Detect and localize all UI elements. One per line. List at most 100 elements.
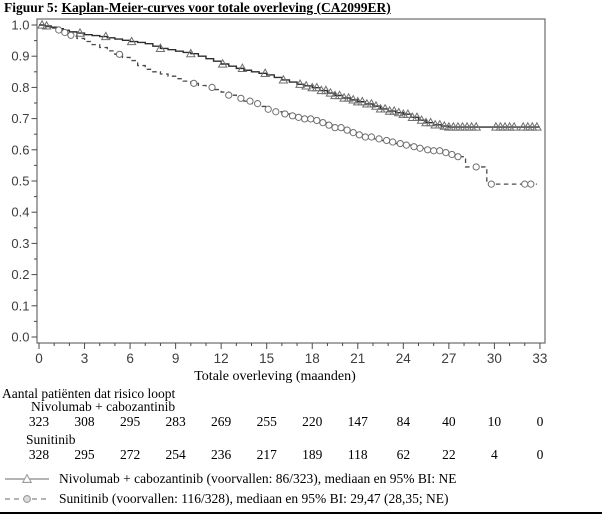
x-tick-label: 12 (214, 351, 229, 366)
censor-circle-icon (253, 100, 262, 108)
censor-circle-icon (383, 136, 391, 145)
figure-title: Figuur 5: Kaplan-Meier-curves voor total… (4, 0, 391, 16)
censor-triangle-icon (439, 120, 450, 130)
risk-count: 147 (347, 414, 368, 429)
x-tick-label: 24 (396, 351, 412, 366)
censor-triangle-icon (389, 105, 400, 115)
censor-triangle-icon (393, 107, 404, 117)
y-tick-label: 0.7 (11, 111, 29, 126)
censor-circle-icon (246, 97, 254, 105)
censor-circle-icon (424, 146, 432, 154)
risk-count: 189 (302, 447, 323, 462)
km-step-line (39, 24, 540, 128)
censor-triangle-icon (320, 85, 331, 95)
censor-circle-icon (272, 108, 280, 116)
censor-triangle-icon (155, 43, 166, 52)
censor-circle-icon (294, 113, 303, 121)
risk-counts-nivolumab-cabozantinib: 323 308 295 283 269 255 220 147 84 40 10 0 (0, 414, 602, 429)
risk-count: 236 (211, 447, 232, 462)
figure-title-text: Kaplan-Meier-curves voor totale overlevi… (61, 0, 391, 15)
censor-circle-icon (55, 26, 63, 34)
censor-triangle-icon (100, 31, 111, 41)
legend-item-sunitinib: Sunitinib (voorvallen: 116/328), mediaan… (4, 490, 448, 507)
x-tick-label: 18 (305, 351, 320, 366)
censor-circle-icon (355, 131, 363, 139)
censor-circle-icon (190, 79, 198, 87)
censor-triangle-icon (402, 109, 413, 118)
censor-circle-icon (313, 116, 321, 125)
y-tick-label: 0.9 (11, 49, 29, 64)
risk-count: 295 (119, 414, 141, 429)
censor-circle-icon (448, 150, 456, 159)
risk-count: 220 (302, 414, 323, 429)
risk-count: 328 (28, 447, 50, 462)
risk-count: 283 (165, 414, 186, 429)
censor-circle-icon (288, 112, 297, 120)
bottom-border-rule (0, 512, 602, 514)
risk-count: 10 (487, 414, 502, 429)
censor-circle-icon (337, 124, 345, 132)
y-tick-label: 0.4 (11, 205, 29, 220)
risk-count: 254 (165, 447, 186, 462)
y-tick-label: 0.2 (11, 267, 29, 282)
y-axis: 0.0 0.1 0.2 0.3 0.4 0.5 0.6 0.7 0.8 0.9 1.0 (11, 18, 37, 345)
censor-triangle-icon (371, 100, 381, 110)
censor-circle-icon (237, 94, 245, 102)
risk-count: 0 (536, 447, 544, 462)
censor-triangle-icon (260, 68, 271, 77)
censor-circle-icon (436, 147, 444, 155)
risk-group-label-nivolumab-cabozantinib: Nivolumab + cabozantinib (31, 399, 176, 414)
censor-circle-icon (264, 105, 272, 113)
risk-count: 4 (491, 447, 498, 462)
censor-triangle-icon (311, 82, 322, 92)
censor-triangle-icon (416, 114, 427, 124)
y-tick-label: 0.6 (11, 142, 29, 157)
x-tick-label: 6 (126, 351, 134, 366)
dashed-line-circle-marker-icon (5, 494, 49, 503)
censor-circle-icon (472, 163, 480, 171)
risk-count: 269 (211, 414, 232, 429)
censor-circle-icon (410, 143, 418, 151)
y-tick-label: 0.5 (11, 174, 29, 189)
y-tick-label: 1.0 (11, 18, 29, 33)
censor-circle-icon (396, 139, 404, 148)
censor-circle-icon (389, 138, 397, 146)
y-tick-label: 0.0 (11, 330, 29, 345)
censor-circle-icon (343, 126, 351, 134)
legend-item-nivolumab-cabozantinib: Nivolumab + cabozantinib (voorvallen: 86… (4, 470, 457, 487)
x-tick-label: 9 (172, 351, 180, 366)
risk-count: 255 (256, 414, 277, 429)
censor-circle-icon (331, 124, 339, 132)
censor-triangle-icon (509, 121, 520, 131)
censor-triangle-icon (531, 121, 542, 131)
censor-circle-icon (430, 147, 438, 155)
x-tick-label: 33 (532, 351, 547, 366)
censor-circle-icon (349, 129, 357, 137)
y-tick-label: 0.1 (11, 298, 29, 313)
legend-label: Sunitinib (voorvallen: 116/328), mediaan… (59, 490, 449, 506)
censor-triangle-icon (334, 90, 345, 100)
censor-circle-icon (375, 135, 383, 143)
risk-count: 308 (74, 414, 95, 429)
censor-circle-icon (208, 83, 216, 92)
risk-counts-sunitinib: 328 295 272 254 236 217 189 118 62 22 4 0 (0, 447, 602, 462)
x-tick-label: 3 (81, 351, 89, 366)
censor-triangle-icon (471, 121, 482, 131)
censor-circle-icon (527, 180, 535, 188)
censor-circle-icon (442, 149, 450, 157)
censor-circle-icon (307, 115, 315, 123)
censor-circle-icon (281, 110, 289, 118)
censor-circle-icon (61, 28, 69, 37)
censor-triangle-icon (425, 117, 436, 127)
solid-line-triangle-marker-icon (5, 472, 49, 483)
censor-circle-icon (402, 141, 410, 149)
censor-triangle-icon (237, 63, 248, 72)
censor-circle-icon (521, 180, 529, 188)
km-plot: 0 3 6 9 12 15 18 21 24 27 30 330.00.10.20.30.40.50.… (11, 18, 547, 367)
censor-triangle-icon (325, 87, 336, 97)
risk-count: 217 (256, 447, 277, 462)
risk-count: 0 (536, 414, 544, 429)
censor-triangle-icon (185, 48, 196, 58)
x-tick-label: 21 (350, 351, 365, 366)
